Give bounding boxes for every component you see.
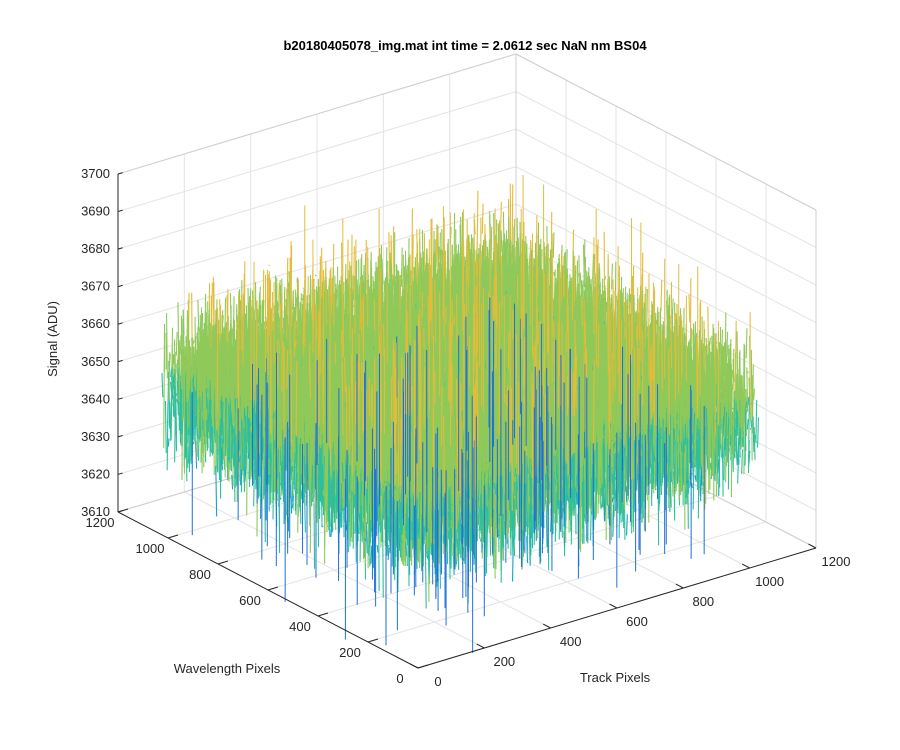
surface-mark	[197, 377, 200, 382]
surface-mark	[175, 363, 178, 367]
grid-line	[117, 166, 517, 288]
surface-mark	[195, 440, 198, 469]
surface-mark	[192, 339, 195, 344]
surface-mark	[314, 274, 317, 277]
surface-mark	[173, 373, 176, 407]
surface-mark	[505, 291, 508, 294]
surface-mark	[170, 367, 173, 440]
surface-mark	[172, 368, 175, 390]
surface-mark	[170, 381, 172, 393]
grid-line	[515, 241, 817, 399]
grid-line	[367, 521, 767, 643]
surface-mark	[195, 424, 198, 427]
surface-mark	[168, 352, 171, 401]
surface-mark	[192, 441, 195, 445]
surface-mark	[231, 474, 234, 490]
surface-mark	[170, 369, 172, 378]
surface-mark	[301, 297, 303, 301]
surface-mark	[161, 373, 164, 398]
surface-mark	[277, 283, 280, 312]
surface-mark	[164, 400, 167, 454]
box-edge	[515, 53, 817, 211]
surface-mark	[175, 393, 178, 396]
surface-mark	[190, 392, 192, 394]
box-edge	[117, 53, 517, 175]
surface-mark	[177, 302, 180, 369]
surface-mark	[175, 331, 178, 356]
surface-mark	[173, 404, 176, 418]
surface-mark	[179, 412, 182, 444]
surface-mark	[499, 201, 502, 237]
surface-layer	[161, 174, 759, 653]
grid-line	[117, 128, 517, 250]
surface-mark	[347, 270, 350, 299]
surface-mark	[172, 354, 175, 371]
surface-mark	[268, 264, 270, 267]
grid-line	[515, 166, 817, 324]
surface-mark	[163, 323, 166, 449]
grid-line	[317, 495, 717, 617]
surface-mark	[388, 232, 391, 277]
grid-line	[515, 128, 817, 286]
surface-mark	[167, 438, 170, 447]
grid-line	[515, 91, 817, 248]
surface-mark	[209, 401, 211, 404]
surface-mark	[171, 376, 174, 400]
surface-mark	[437, 246, 440, 267]
surface-mark	[284, 318, 287, 322]
surface-mark	[221, 315, 224, 326]
surface-mark	[352, 246, 355, 301]
grid-line	[117, 91, 517, 213]
surface-mark	[481, 203, 484, 234]
grid-line	[117, 203, 517, 325]
surface-mark	[400, 247, 403, 287]
surface-mark	[169, 402, 172, 441]
surface-mark	[165, 332, 168, 370]
surface-mark	[166, 402, 169, 471]
surface-mark	[224, 297, 227, 341]
surface-mark	[174, 412, 176, 463]
grid-line	[515, 203, 817, 361]
